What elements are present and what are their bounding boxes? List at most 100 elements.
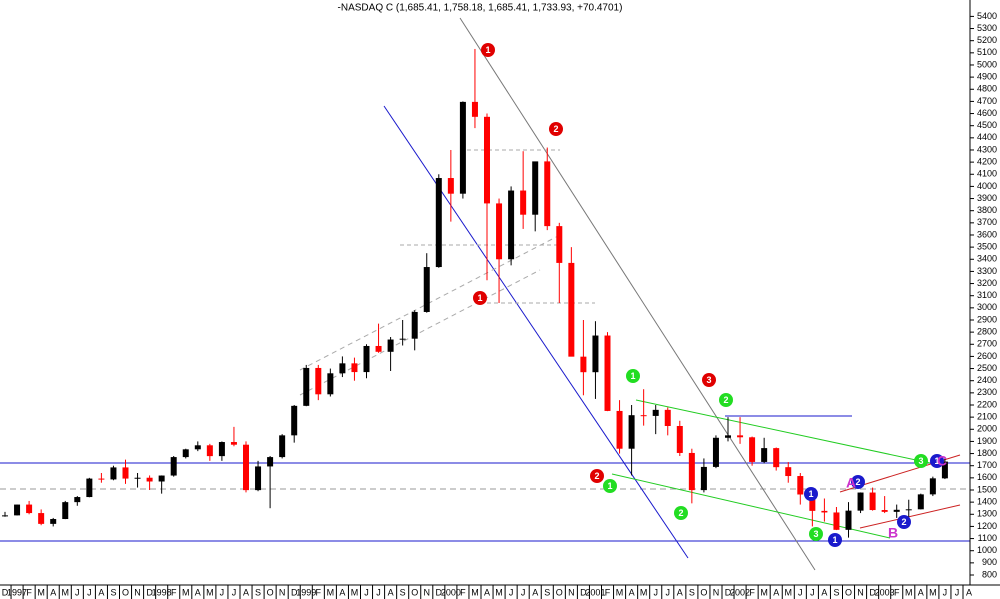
x-tick-label: M (471, 587, 479, 597)
y-tick-label: 5000 (977, 59, 997, 69)
candle-body (351, 363, 358, 373)
candle-body (580, 356, 587, 373)
y-tick-label: 2900 (977, 314, 997, 324)
x-tick-label: A (98, 587, 104, 597)
wave-marker (473, 291, 487, 305)
x-tick-label: 1998 (152, 587, 172, 597)
candle-body (833, 512, 840, 530)
x-tick-label: O (700, 587, 707, 597)
y-tick-label: 2100 (977, 412, 997, 422)
candle-body (363, 345, 370, 373)
y-tick-label: 3100 (977, 290, 997, 300)
candle-body (327, 373, 334, 395)
x-tick-label: O (122, 587, 129, 597)
candle-body (857, 492, 864, 511)
y-tick-label: 2800 (977, 327, 997, 337)
x-tick-label: O (556, 587, 563, 597)
y-tick-label: 1700 (977, 460, 997, 470)
y-tick-label: 1500 (977, 484, 997, 494)
wave-label: 2 (553, 124, 558, 134)
x-tick-label: F (171, 587, 177, 597)
x-tick-label: M (62, 587, 70, 597)
wave-label: 1 (477, 293, 482, 303)
candle-body (267, 457, 274, 467)
y-tick-label: 4000 (977, 181, 997, 191)
x-tick-label: J (220, 587, 225, 597)
wave-label: 1 (607, 481, 612, 491)
wave-label: 1 (934, 456, 939, 466)
y-tick-label: 4900 (977, 71, 997, 81)
y-tick-label: 1300 (977, 509, 997, 519)
x-tick-label: F (460, 587, 466, 597)
y-tick-label: 4600 (977, 108, 997, 118)
y-tick-label: 1600 (977, 472, 997, 482)
candle-body (749, 437, 756, 462)
x-tick-label: D (580, 587, 587, 597)
x-tick-label: J (376, 587, 381, 597)
candle-body (652, 409, 659, 416)
wave-label: 1 (630, 371, 635, 381)
x-tick-label: O (411, 587, 418, 597)
x-tick-label: M (640, 587, 648, 597)
candle-body (797, 476, 804, 495)
wave-marker (702, 373, 716, 387)
wave-marker (851, 475, 865, 489)
candle-body (917, 494, 924, 510)
x-tick-label: M (905, 587, 913, 597)
candle-body (737, 435, 744, 438)
y-tick-label: 4300 (977, 144, 997, 154)
candle-body (74, 497, 81, 503)
candle-body (146, 477, 153, 482)
y-tick-label: 3500 (977, 242, 997, 252)
candle-body (688, 452, 695, 491)
wave-marker (719, 393, 733, 407)
x-tick-label: A (195, 587, 201, 597)
candle-body (315, 367, 322, 395)
x-tick-label: D (291, 587, 298, 597)
y-tick-label: 4500 (977, 120, 997, 130)
candle-body (303, 367, 310, 406)
y-tick-label: 900 (982, 557, 997, 567)
y-tick-label: 1200 (977, 521, 997, 531)
wave-label: 2 (901, 517, 906, 527)
x-tick-label: 2003 (875, 587, 895, 597)
x-tick-label: A (388, 587, 394, 597)
x-tick-label: O (845, 587, 852, 597)
wave-marker (914, 454, 928, 468)
x-tick-label: J (509, 587, 514, 597)
x-tick-label: N (568, 587, 575, 597)
x-tick-label: N (424, 587, 431, 597)
candle-body (845, 510, 852, 530)
wave-marker (481, 43, 495, 57)
x-tick-label: 1999 (296, 587, 316, 597)
x-tick-label: A (821, 587, 827, 597)
candle-body (375, 345, 382, 352)
x-tick-label: J (810, 587, 815, 597)
wave-label: 3 (918, 456, 923, 466)
y-tick-label: 2200 (977, 399, 997, 409)
x-tick-label: J (943, 587, 948, 597)
candle-body (447, 178, 454, 194)
channel-line (635, 399, 931, 464)
y-tick-label: 2700 (977, 339, 997, 349)
candle-body (339, 363, 346, 374)
candle-body (712, 437, 719, 467)
candle-body (170, 457, 177, 476)
candle-body (664, 409, 671, 426)
candle-body (604, 335, 611, 411)
x-tick-label: M (760, 587, 768, 597)
wave-marker (828, 533, 842, 547)
candle-body (62, 502, 69, 520)
wave-label: 1 (832, 535, 837, 545)
wave-marker (674, 506, 688, 520)
y-tick-label: 2400 (977, 375, 997, 385)
wave-label: 2 (855, 477, 860, 487)
candle-body (471, 101, 478, 117)
candle-body (556, 226, 563, 263)
dashed-line (299, 234, 561, 371)
candle-body (785, 467, 792, 477)
x-tick-label: 2001 (585, 587, 605, 597)
candle-body (98, 478, 105, 480)
x-tick-label: D (146, 587, 153, 597)
wave-marker (930, 454, 944, 468)
